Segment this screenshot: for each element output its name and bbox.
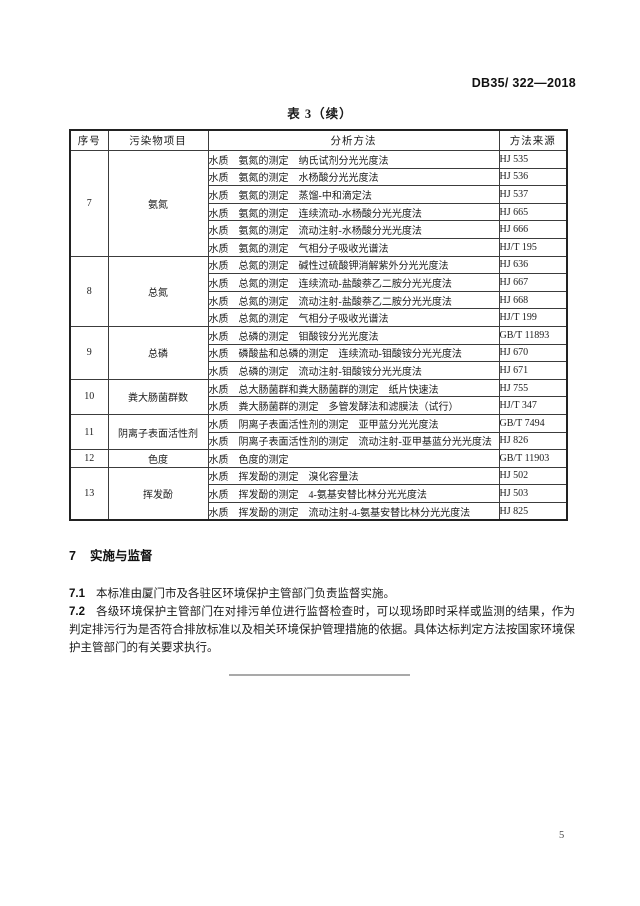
cell-method-source: HJ 666 [498,220,568,239]
cell-method-source: HJ 537 [498,185,568,204]
cell-pollutant-item: 总氮 [107,255,209,327]
table-row: 水质 磷酸盐和总磷的测定 连续流动-钼酸铵分光光度法 HJ 670 [70,343,568,363]
cell-analysis-method: 水质 总氮的测定 连续流动-盐酸萘乙二胺分光光度法 [207,273,500,292]
cell-method-source: HJ 667 [498,273,568,292]
cell-method-source: GB/T 11903 [498,449,568,468]
table-row: 水质 总磷的测定 流动注射-钼酸铵分光光度法 HJ 671 [70,361,568,380]
table-header-row: 序号 污染物项目 分析方法 方法来源 [69,129,568,151]
table-row: 水质 阴离子表面活性剂的测定 流动注射-亚甲基蓝分光光度法 HJ 826 [70,431,568,451]
cell-serial-number: 9 [69,325,109,380]
cell-pollutant-item: 氨氮 [107,150,209,257]
paragraph-text: 本标准由厦门市及各驻区环境保护主管部门负责监督实施。 [96,588,395,600]
column-header-serial: 序号 [69,129,109,151]
cell-analysis-method: 水质 色度的测定 [207,449,500,468]
table-row: 13 挥发酚 水质 挥发酚的测定 溴化容量法 HJ 502 [69,466,568,521]
cell-method-source: HJ 826 [498,431,568,451]
cell-analysis-method: 水质 磷酸盐和总磷的测定 连续流动-钼酸铵分光光度法 [207,343,500,363]
cell-analysis-method: 水质 挥发酚的测定 流动注射-4-氨基安替比林分光光度法 [207,501,500,521]
table-row: 8 总氮 水质 总氮的测定 碱性过硫酸钾消解紫外分光光度法 HJ 636 [69,255,568,327]
cell-method-source: HJ 668 [498,290,568,310]
section-heading: 7 实施与监督 [69,545,575,564]
cell-analysis-method: 水质 挥发酚的测定 4-氨基安替比林分光光度法 [207,484,500,503]
cell-method-source: HJ 502 [498,466,568,486]
cell-method-source: HJ 670 [498,343,568,363]
cell-analysis-method: 水质 挥发酚的测定 溴化容量法 [207,466,500,486]
cell-serial-number: 7 [69,150,109,257]
table-row: 水质 氨氮的测定 气相分子吸收光谱法 HJ/T 195 [70,237,568,257]
doc-code: DB35/ 322—2018 [471,76,576,90]
paragraph-number: 7.1 [69,588,85,600]
cell-pollutant-item: 总磷 [107,325,209,380]
cell-pollutant-item: 色度 [107,449,209,468]
cell-method-source: HJ 535 [498,150,568,169]
table-row: 水质 氨氮的测定 流动注射-水杨酸分光光度法 HJ 666 [70,220,568,239]
section-title: 实施与监督 [89,549,153,563]
cell-method-source: HJ/T 347 [498,396,568,415]
paragraph-7-2: 7.2 各级环境保护主管部门在对排污单位进行监督检查时，可以现场即时采样或监测的结… [69,603,575,657]
cell-analysis-method: 水质 总大肠菌群和粪大肠菌群的测定 纸片快速法 [207,378,500,398]
cell-analysis-method: 水质 氨氮的测定 水杨酸分光光度法 [207,167,500,187]
cell-analysis-method: 水质 总磷的测定 流动注射-钼酸铵分光光度法 [207,361,500,380]
column-header-source: 方法来源 [498,129,568,151]
table-body: 7 氨氮 水质 氨氮的测定 纳氏试剂分光光度法 HJ 535 水质 氨氮的测定 水杨酸分… [69,150,568,521]
cell-analysis-method: 水质 总氮的测定 流动注射-盐酸萘乙二胺分光光度法 [207,290,500,310]
cell-method-source: HJ 755 [498,378,568,398]
cell-method-source: HJ 671 [498,361,568,380]
cell-pollutant-item: 挥发酚 [107,466,209,521]
cell-method-source: HJ/T 195 [498,237,568,257]
section-implementation: 7 实施与监督 7.1 本标准由厦门市及各驻区环境保护主管部门负责监督实施。 7.2… [69,545,575,657]
end-of-text-divider [229,674,410,676]
cell-method-source: HJ 636 [498,255,568,275]
cell-method-source: HJ 536 [498,167,568,187]
table-title: 表 3（续） [287,107,353,121]
cell-method-source: GB/T 7494 [498,413,568,433]
paragraph-7-1: 7.1 本标准由厦门市及各驻区环境保护主管部门负责监督实施。 [69,585,575,603]
table-row: 9 总磷 水质 总磷的测定 钼酸铵分光光度法 GB/T 11893 [69,325,568,380]
cell-method-source: HJ 503 [498,484,568,503]
cell-serial-number: 10 [69,378,109,415]
table-row: 7 氨氮 水质 氨氮的测定 纳氏试剂分光光度法 HJ 535 [69,150,568,257]
column-header-method: 分析方法 [207,129,500,151]
cell-method-source: HJ/T 199 [498,308,568,327]
table-row: 11 阴离子表面活性剂 水质 阴离子表面活性剂的测定 亚甲蓝分光光度法 GB/T 74… [69,413,568,451]
paragraph-text: 各级环境保护主管部门在对排污单位进行监督检查时，可以现场即时采样或监测的结果，作… [69,606,575,654]
cell-analysis-method: 水质 氨氮的测定 蒸馏-中和滴定法 [207,185,500,204]
cell-pollutant-item: 粪大肠菌群数 [107,378,209,415]
table-row: 10 粪大肠菌群数 水质 总大肠菌群和粪大肠菌群的测定 纸片快速法 HJ 755 [69,378,568,415]
analysis-methods-table: 序号 污染物项目 分析方法 方法来源 7 氨氮 水质 氨氮的测定 纳氏试剂分光光度法… [69,129,568,522]
cell-method-source: HJ 825 [498,501,568,521]
cell-method-source: HJ 665 [498,202,568,222]
cell-analysis-method: 水质 总氮的测定 碱性过硫酸钾消解紫外分光光度法 [207,255,500,275]
table-row: 12 色度 水质 色度的测定 GB/T 11903 [69,449,568,468]
column-header-pollutant: 污染物项目 [107,129,209,151]
cell-analysis-method: 水质 总氮的测定 气相分子吸收光谱法 [207,308,500,327]
cell-analysis-method: 水质 氨氮的测定 连续流动-水杨酸分光光度法 [207,202,500,222]
table-row: 水质 总氮的测定 连续流动-盐酸萘乙二胺分光光度法 HJ 667 [70,273,568,292]
cell-analysis-method: 水质 阴离子表面活性剂的测定 亚甲蓝分光光度法 [207,413,500,433]
cell-serial-number: 11 [69,413,109,451]
paragraph-number: 7.2 [69,606,85,618]
table-row: 水质 挥发酚的测定 流动注射-4-氨基安替比林分光光度法 HJ 825 [70,501,568,521]
cell-method-source: GB/T 11893 [498,325,568,345]
cell-serial-number: 8 [69,255,109,327]
table-row: 水质 氨氮的测定 蒸馏-中和滴定法 HJ 537 [70,185,568,204]
cell-analysis-method: 水质 氨氮的测定 流动注射-水杨酸分光光度法 [207,220,500,239]
cell-analysis-method: 水质 氨氮的测定 气相分子吸收光谱法 [207,237,500,257]
cell-serial-number: 13 [69,466,109,521]
cell-analysis-method: 水质 粪大肠菌群的测定 多管发酵法和滤膜法（试行） [207,396,500,415]
cell-analysis-method: 水质 阴离子表面活性剂的测定 流动注射-亚甲基蓝分光光度法 [207,431,500,451]
cell-analysis-method: 水质 氨氮的测定 纳氏试剂分光光度法 [207,150,500,169]
table-row: 水质 粪大肠菌群的测定 多管发酵法和滤膜法（试行） HJ/T 347 [70,396,568,415]
cell-analysis-method: 水质 总磷的测定 钼酸铵分光光度法 [207,325,500,345]
cell-pollutant-item: 阴离子表面活性剂 [107,413,209,451]
cell-serial-number: 12 [69,449,109,468]
page-number: 5 [559,830,565,841]
section-number: 7 [69,549,76,563]
